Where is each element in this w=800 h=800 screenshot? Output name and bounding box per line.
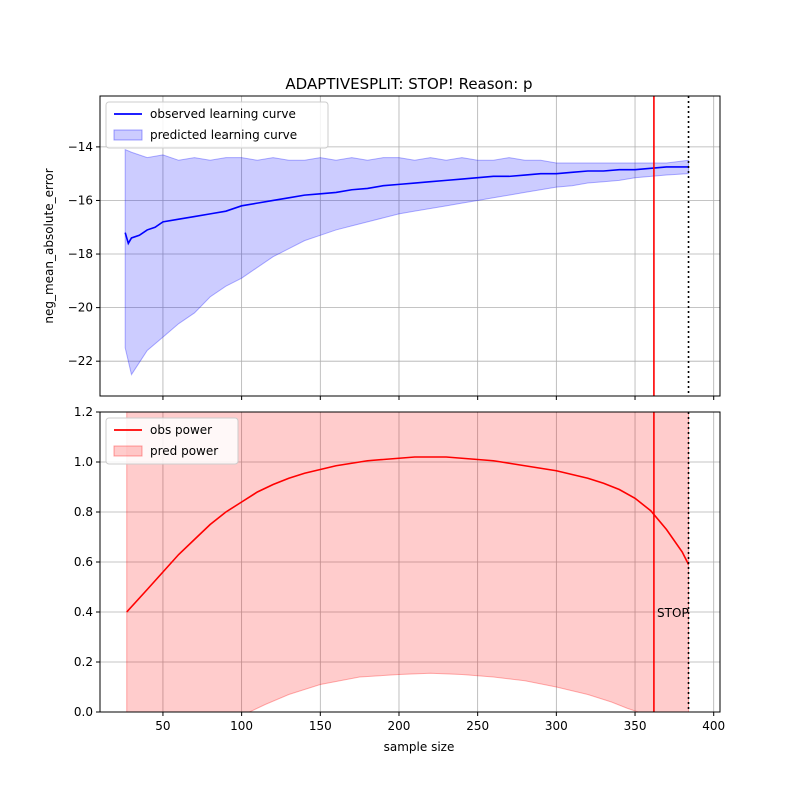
annotation-stop: STOP xyxy=(657,606,689,620)
y-tick-label: −22 xyxy=(68,354,93,368)
plot-area xyxy=(124,96,690,396)
x-tick-label: 150 xyxy=(309,719,332,733)
legend-label: predicted learning curve xyxy=(150,128,297,142)
y-tick-label: −16 xyxy=(68,193,93,207)
y-tick-label: 0.8 xyxy=(74,505,93,519)
axes-frame xyxy=(99,95,721,397)
y-tick-label: 0.6 xyxy=(74,555,93,569)
learning-curve-panel: −22 −20 −18 −16 −14 neg_mean_absolute_error ob… xyxy=(42,95,721,400)
legend-swatch-band xyxy=(113,129,143,141)
x-tick-label: 50 xyxy=(155,719,170,733)
y-tick-label: 1.2 xyxy=(74,405,93,419)
y-tick-label: 0.0 xyxy=(74,705,93,719)
y-tick-label: 0.2 xyxy=(74,655,93,669)
legend-label: obs power xyxy=(150,423,212,437)
legend-box xyxy=(105,101,329,149)
band-predicted-learning-curve xyxy=(124,148,690,376)
y-tick-label: −18 xyxy=(68,247,93,261)
x-tick-label: 250 xyxy=(466,719,489,733)
y-tick-label: −20 xyxy=(68,301,93,315)
line-observed-learning-curve xyxy=(124,166,689,246)
y-tick-label: 1.0 xyxy=(74,455,93,469)
y-axis-label: neg_mean_absolute_error xyxy=(42,168,56,323)
legend-label: observed learning curve xyxy=(150,107,296,121)
x-axis-label: sample size xyxy=(384,740,455,754)
x-tick-label: 100 xyxy=(230,719,253,733)
y-tick-label: −14 xyxy=(68,140,93,154)
plot-area: STOP xyxy=(126,412,690,712)
chart-title: ADAPTIVESPLIT: STOP! Reason: p xyxy=(285,75,532,93)
x-tick-label: 350 xyxy=(624,719,647,733)
y-tick-label: 0.4 xyxy=(74,605,93,619)
x-tick-label: 200 xyxy=(388,719,411,733)
line-obs-power xyxy=(126,456,690,613)
x-tick-label: 300 xyxy=(545,719,568,733)
power-panel: STOP 50 100 150 200 250 300 350 400 0.0 0.2 0.4 0.6 0… xyxy=(74,405,725,754)
legend-swatch-band xyxy=(113,445,143,457)
legend-label: pred power xyxy=(150,444,218,458)
x-tick-label: 400 xyxy=(702,719,725,733)
